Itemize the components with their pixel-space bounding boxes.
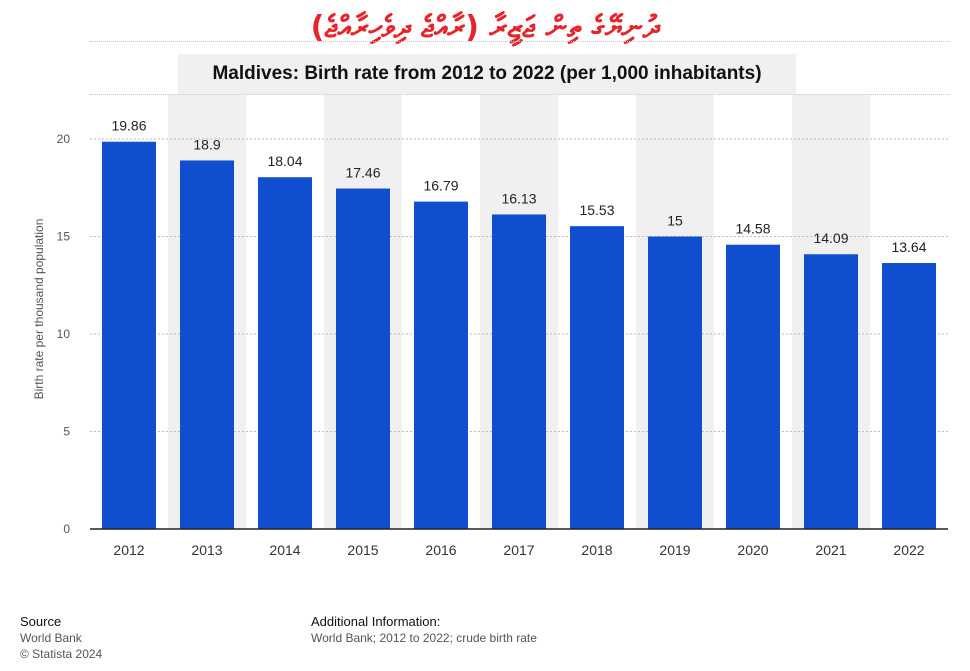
data-label: 15.53 (579, 202, 614, 218)
banner-heading: ދުނިޔޭގެ ތިން ޖަޒީރާ (ރާއްޖެ ދިވެހިރާއްޖ… (310, 10, 660, 45)
y-tick-label: 10 (57, 327, 71, 341)
data-label: 18.04 (267, 153, 302, 169)
data-label: 16.79 (423, 178, 458, 194)
bar (726, 244, 780, 529)
x-tick-label: 2019 (659, 542, 690, 558)
bar (414, 201, 468, 529)
data-label: 18.9 (193, 136, 220, 152)
bar (570, 226, 624, 530)
additional-info-text: World Bank; 2012 to 2022; crude birth ra… (311, 631, 537, 645)
source-block: Source World Bank © Statista 2024 (20, 614, 102, 662)
bar (180, 160, 234, 529)
x-tick-label: 2014 (269, 542, 300, 558)
bar (882, 263, 936, 529)
bar (258, 177, 312, 529)
bar (648, 236, 702, 529)
x-tick-label: 2021 (815, 542, 846, 558)
data-label: 16.13 (501, 190, 536, 206)
data-label: 14.09 (813, 230, 848, 246)
chart-title: Maldives: Birth rate from 2012 to 2022 (… (212, 63, 762, 84)
x-tick-label: 2012 (113, 542, 144, 558)
x-tick-label: 2018 (581, 542, 612, 558)
data-label: 15 (667, 213, 683, 229)
additional-info-block: Additional Information: World Bank; 2012… (311, 614, 537, 646)
x-tick-label: 2022 (893, 542, 924, 558)
data-label: 14.58 (735, 221, 770, 237)
bar-chart: 0 5 10 15 20 19.86 2012 18.9 2013 18.04 2014 17.46 2… (32, 94, 948, 558)
data-label: 19.86 (111, 118, 146, 134)
x-tick-label: 2016 (425, 542, 456, 558)
x-tick-label: 2015 (347, 542, 378, 558)
x-tick-label: 2017 (503, 542, 534, 558)
data-label: 17.46 (345, 165, 380, 181)
y-axis-title: Birth rate per thousand population (32, 219, 46, 400)
source-line: World Bank (20, 631, 82, 645)
copyright-line: © Statista 2024 (20, 647, 103, 661)
bar (804, 254, 858, 529)
bar (492, 214, 546, 529)
chart-title-background (178, 54, 796, 94)
additional-info-heading: Additional Information: (311, 614, 441, 629)
y-tick-label: 20 (57, 132, 71, 146)
title-divider (90, 94, 950, 95)
bar (336, 188, 390, 529)
banner-divider (90, 41, 950, 42)
x-tick-label: 2020 (737, 542, 768, 558)
data-label: 13.64 (891, 239, 926, 255)
x-tick-label: 2013 (191, 542, 222, 558)
y-tick-label: 0 (63, 522, 70, 536)
y-tick-label: 15 (57, 230, 71, 244)
y-tick-label: 5 (63, 425, 70, 439)
bar (102, 141, 156, 530)
source-heading: Source (20, 614, 62, 629)
